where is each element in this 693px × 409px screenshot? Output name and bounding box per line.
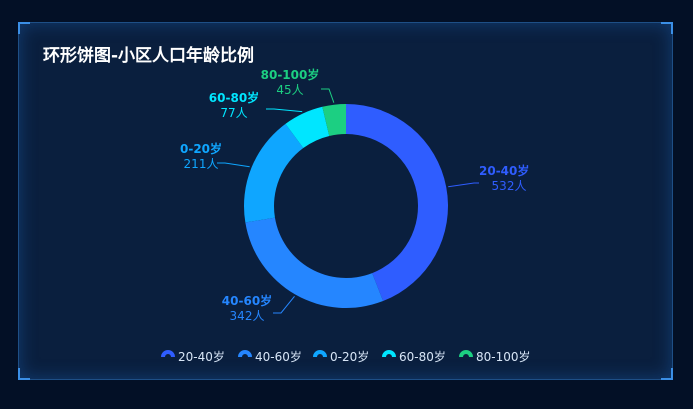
legend-label: 40-60岁 <box>255 349 302 364</box>
slice-label-name: 60-80岁 <box>209 90 259 105</box>
slice-label-name: 80-100岁 <box>261 67 320 82</box>
legend-label: 80-100岁 <box>476 349 531 364</box>
legend-donut-icon <box>161 350 175 357</box>
slice-label-value: 211人 <box>184 157 219 171</box>
slice-0-20岁[interactable] <box>244 123 304 223</box>
corner-decoration <box>661 368 673 380</box>
legend-label: 60-80岁 <box>399 349 446 364</box>
corner-decoration <box>18 368 30 380</box>
legend-donut-icon <box>382 350 396 357</box>
legend-item-20-40岁[interactable]: 20-40岁 <box>161 349 225 364</box>
slice-60-80岁[interactable] <box>285 106 330 149</box>
slice-40-60岁[interactable] <box>245 217 384 308</box>
slice-label-value: 532人 <box>492 179 527 193</box>
leader-line <box>273 296 295 314</box>
slice-label-value: 77人 <box>220 106 247 120</box>
legend-label: 20-40岁 <box>178 349 225 364</box>
legend-item-80-100岁[interactable]: 80-100岁 <box>459 349 531 364</box>
legend-label: 0-20岁 <box>330 349 369 364</box>
donut-chart: 20-40岁532人40-60岁342人0-20岁211人60-80岁77人80… <box>161 67 531 364</box>
legend-donut-icon <box>238 350 252 357</box>
slice-label-name: 0-20岁 <box>180 141 222 156</box>
legend-donut-icon <box>459 350 473 357</box>
chart-title: 环形饼图-小区人口年龄比例 <box>43 46 255 66</box>
chart-panel: 环形饼图-小区人口年龄比例 20-40岁 532人 40-60岁 342人 0-20岁 2… <box>18 22 673 380</box>
corner-decoration <box>18 22 30 34</box>
leader-line <box>217 162 250 168</box>
slice-20-40岁[interactable] <box>346 104 448 302</box>
leader-line <box>321 88 335 103</box>
legend-item-0-20岁[interactable]: 0-20岁 <box>313 349 369 364</box>
slice-80-100岁[interactable] <box>322 104 346 136</box>
slice-label-value: 342人 <box>230 309 265 323</box>
leader-line <box>448 182 479 188</box>
legend-item-60-80岁[interactable]: 60-80岁 <box>382 349 446 364</box>
slice-label-value: 45人 <box>276 83 303 97</box>
slice-label-name: 20-40岁 <box>479 163 529 178</box>
slice-label-name: 40-60岁 <box>222 293 272 308</box>
leader-line <box>266 108 303 113</box>
legend-item-40-60岁[interactable]: 40-60岁 <box>238 349 302 364</box>
legend-donut-icon <box>313 350 327 357</box>
corner-decoration <box>661 22 673 34</box>
